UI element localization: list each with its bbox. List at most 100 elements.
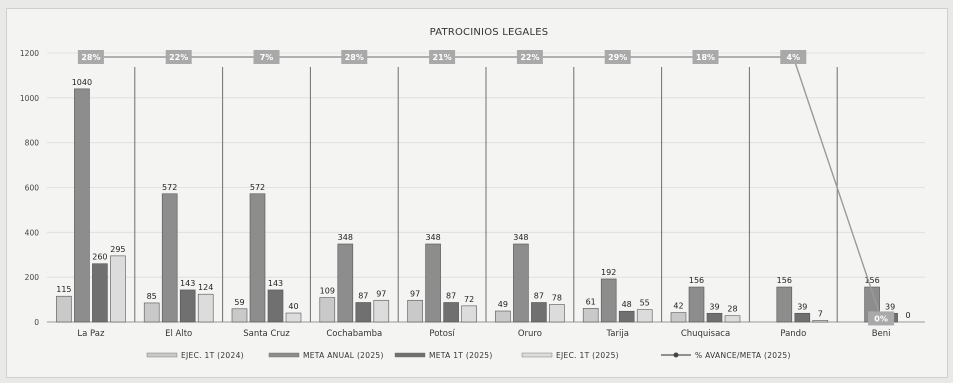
legend-swatch xyxy=(268,352,300,358)
y-tick-label: 400 xyxy=(25,228,40,237)
bar-data-label: 0 xyxy=(906,311,911,320)
bar xyxy=(776,286,793,323)
bar-data-label: 109 xyxy=(320,287,335,296)
category-label: Potosí xyxy=(429,329,455,339)
bar xyxy=(110,255,126,323)
y-tick-label: 1200 xyxy=(20,49,39,58)
bar xyxy=(724,315,741,323)
bar-data-label: 49 xyxy=(498,300,508,309)
legend-label: META 1T (2025) xyxy=(429,351,493,360)
percent-label: 18% xyxy=(696,53,715,62)
bar xyxy=(794,312,811,323)
bar-data-label: 78 xyxy=(552,294,562,303)
bar xyxy=(319,297,336,323)
percent-label: 28% xyxy=(81,53,100,62)
bar xyxy=(74,88,90,323)
bar xyxy=(267,289,284,323)
bar xyxy=(513,243,529,323)
percent-marker xyxy=(341,50,368,64)
bar-data-label: 61 xyxy=(586,297,596,306)
bar xyxy=(706,312,723,323)
bar-data-label: 72 xyxy=(464,295,474,304)
y-tick-label: 600 xyxy=(25,184,40,193)
bar xyxy=(618,310,635,323)
bar xyxy=(443,302,459,323)
bar xyxy=(461,305,477,323)
percent-label: 28% xyxy=(345,53,364,62)
bar-data-label: 348 xyxy=(513,233,528,242)
category-label: Santa Cruz xyxy=(243,329,290,339)
legend-swatch xyxy=(521,352,553,358)
bar-data-label: 97 xyxy=(410,289,420,298)
bar-data-label: 572 xyxy=(162,183,177,192)
legend-label: % AVANCE/META (2025) xyxy=(695,351,791,360)
legend-swatch xyxy=(146,352,178,358)
bar xyxy=(425,243,441,323)
y-tick-label: 1000 xyxy=(20,94,39,103)
bar xyxy=(373,299,390,323)
bar xyxy=(56,295,72,323)
bar xyxy=(355,302,372,323)
percent-marker xyxy=(516,50,543,64)
percent-marker xyxy=(604,50,631,64)
bar xyxy=(179,289,196,323)
bar-data-label: 39 xyxy=(797,302,807,311)
bar-data-label: 295 xyxy=(110,245,125,254)
percent-marker xyxy=(868,311,895,326)
y-tick-label: 800 xyxy=(25,139,40,148)
bar-data-label: 28 xyxy=(727,305,737,314)
chart-title: PATROCINIOS LEGALES xyxy=(430,27,549,38)
y-tick-label: 0 xyxy=(34,318,39,327)
bar xyxy=(549,304,565,323)
bar xyxy=(249,193,266,323)
bar xyxy=(231,308,248,323)
bar-data-label: 192 xyxy=(601,268,616,277)
bar-data-label: 39 xyxy=(885,302,895,311)
bar xyxy=(92,263,108,323)
bar xyxy=(197,293,214,323)
y-tick-label: 200 xyxy=(25,273,40,282)
percent-marker xyxy=(780,50,807,64)
percent-label: 0% xyxy=(874,314,888,323)
bar-data-label: 156 xyxy=(689,276,704,285)
bar xyxy=(582,308,599,323)
bar xyxy=(407,299,423,323)
bar-data-label: 55 xyxy=(640,299,650,308)
bar-data-label: 87 xyxy=(358,291,368,300)
category-label: Chuquisaca xyxy=(681,329,730,339)
category-label: Pando xyxy=(780,329,806,339)
percent-label: 21% xyxy=(433,53,452,62)
percent-label: 29% xyxy=(608,53,627,62)
percent-label: 22% xyxy=(520,53,539,62)
bar xyxy=(143,302,160,323)
category-label: Tarija xyxy=(605,329,628,339)
percent-label: 4% xyxy=(787,53,801,62)
bar-data-label: 348 xyxy=(425,233,440,242)
bar xyxy=(600,278,617,323)
bar xyxy=(495,310,511,323)
bar-data-label: 143 xyxy=(180,279,195,288)
percent-marker xyxy=(692,50,719,64)
percent-line xyxy=(90,56,882,319)
bar xyxy=(337,243,354,323)
percent-marker xyxy=(77,50,104,64)
bar-data-label: 260 xyxy=(92,253,107,262)
percent-label: 22% xyxy=(169,53,188,62)
category-label: Beni xyxy=(872,329,891,339)
bar-data-label: 143 xyxy=(268,279,283,288)
percent-marker xyxy=(253,50,280,64)
legend-label: META ANUAL (2025) xyxy=(303,351,384,360)
category-label: Oruro xyxy=(518,329,542,339)
bar-data-label: 39 xyxy=(709,302,719,311)
legend-label: EJEC. 1T (2024) xyxy=(181,351,244,360)
bar-data-label: 87 xyxy=(534,291,544,300)
category-label: La Paz xyxy=(77,329,105,339)
bar-data-label: 1040 xyxy=(72,78,92,87)
bar-data-label: 7 xyxy=(818,309,823,318)
legend-label: EJEC. 1T (2025) xyxy=(556,351,619,360)
bar xyxy=(688,286,705,323)
bar-data-label: 40 xyxy=(288,302,298,311)
bar-data-label: 348 xyxy=(338,233,353,242)
bar xyxy=(161,193,178,323)
legend-marker xyxy=(673,352,679,358)
